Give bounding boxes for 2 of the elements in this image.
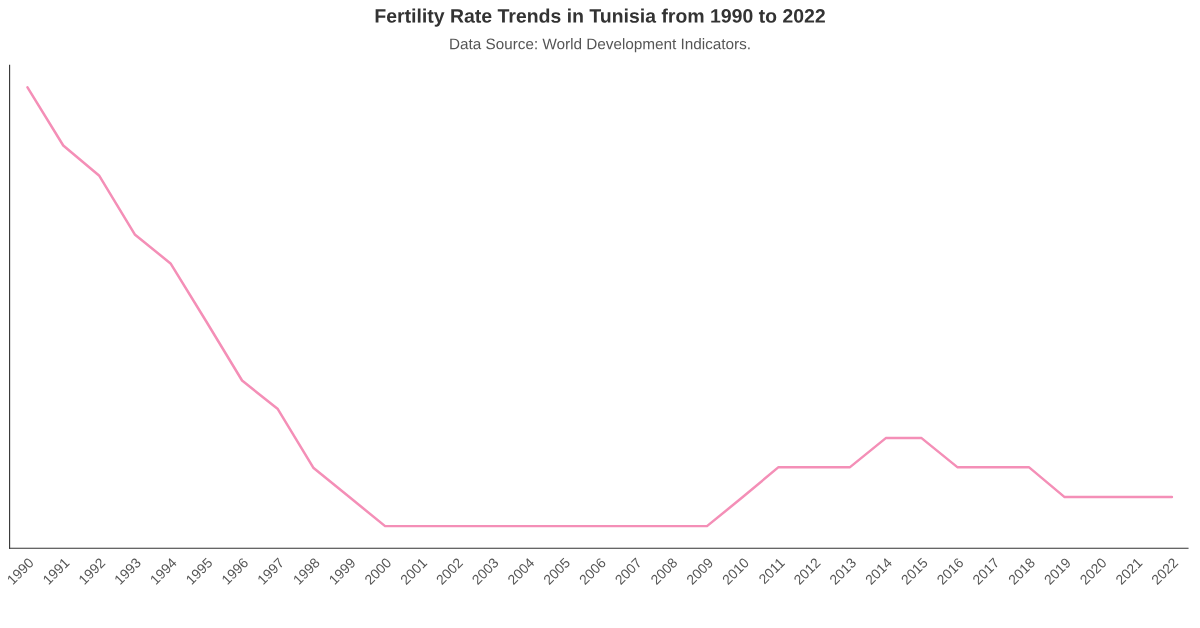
chart-title: Fertility Rate Trends in Tunisia from 1990 to 2022 (375, 8, 825, 27)
chart-subtitle: Data Source: World Development Indicators. (450, 38, 750, 53)
